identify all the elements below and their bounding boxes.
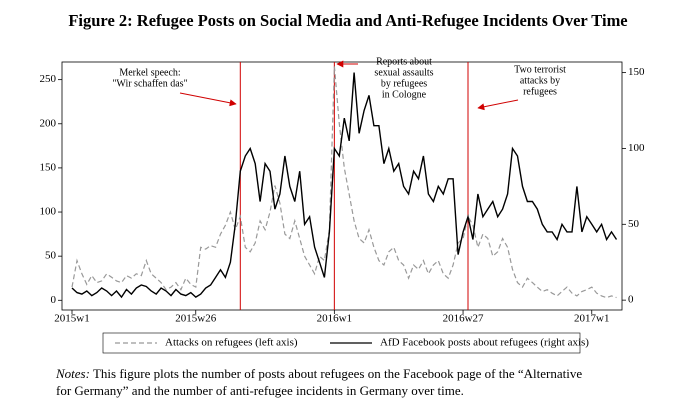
notes-line: for Germany” and the number of anti-refu… <box>56 383 464 398</box>
x-tick-label: 2016w1 <box>317 313 352 325</box>
y-tick-label: 50 <box>45 250 57 262</box>
event-label: "Wir schaffen das" <box>112 78 187 89</box>
event-label: Two terrorist <box>514 64 566 75</box>
y-tick-label: 250 <box>40 73 57 85</box>
y-tick-label: 150 <box>40 161 57 173</box>
arrow <box>477 99 519 111</box>
x-tick-label: 2017w1 <box>574 313 609 325</box>
legend-box <box>102 332 581 354</box>
x-tick-label: 2015w26 <box>175 313 216 325</box>
y2-tick-label: 100 <box>628 142 645 154</box>
event-label: by refugees <box>381 78 427 89</box>
x-tick-label: 2016w27 <box>443 313 484 325</box>
y2-tick-label: 150 <box>628 66 645 78</box>
event-label: attacks by <box>520 75 560 86</box>
arrow <box>179 92 237 107</box>
event-label: sexual assaults <box>374 67 433 78</box>
y2-tick-label: 50 <box>628 218 640 230</box>
notes-line: This figure plots the number of posts ab… <box>93 366 582 381</box>
event-label: in Cologne <box>382 89 427 100</box>
y-tick-label: 100 <box>40 206 57 218</box>
y-tick-label: 200 <box>40 117 57 129</box>
chart-title: Figure 2: Refugee Posts on Social Media … <box>68 11 627 30</box>
legend-label: Attacks on refugees (left axis) <box>165 337 298 349</box>
event-label: refugees <box>523 86 557 97</box>
x-tick-label: 2015w1 <box>54 313 89 325</box>
series-line <box>71 66 617 299</box>
series-line <box>71 72 618 299</box>
y-tick-label: 0 <box>51 294 57 306</box>
event-label: Reports about <box>376 56 432 67</box>
notes-label: Notes: <box>55 366 90 381</box>
notes: Notes: This figure plots the number of p… <box>55 366 582 381</box>
event-label: Merkel speech: <box>119 67 180 78</box>
legend-label: AfD Facebook posts about refugees (right… <box>380 337 589 349</box>
y2-tick-label: 0 <box>628 294 634 306</box>
plot-frame <box>61 61 623 311</box>
